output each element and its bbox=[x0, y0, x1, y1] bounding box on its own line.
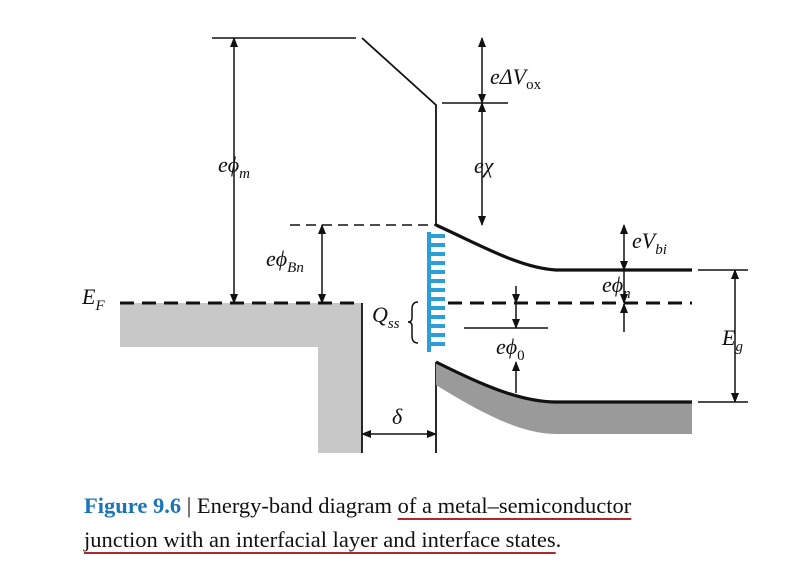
valence-band bbox=[435, 360, 692, 404]
label-ef: EF bbox=[81, 284, 105, 314]
label-delta: δ bbox=[392, 404, 403, 429]
label-eg: Eg bbox=[721, 325, 743, 355]
caption-underlined-1: of a metal–semiconductor bbox=[397, 493, 632, 518]
label-delta-vox: eΔVox bbox=[490, 64, 542, 93]
label-chi: eχ bbox=[474, 153, 495, 178]
figure-number: Figure 9.6 bbox=[84, 493, 182, 518]
label-phi-m: eϕm bbox=[218, 152, 250, 182]
metal-region bbox=[120, 303, 362, 453]
caption-separator: | bbox=[181, 493, 197, 518]
interfacial-layer-top bbox=[361, 37, 437, 225]
caption-underlined-2: junction with an interfacial layer and i… bbox=[84, 527, 556, 552]
conduction-band bbox=[435, 223, 692, 272]
valence-band-fill bbox=[436, 362, 692, 434]
label-phi-n: eϕn bbox=[602, 272, 631, 302]
label-qss: Qss bbox=[372, 302, 400, 332]
caption-text-1: Energy-band diagram bbox=[196, 493, 398, 518]
label-phi-0: eϕ0 bbox=[496, 334, 525, 364]
interface-states bbox=[427, 232, 445, 352]
caption-end: . bbox=[555, 527, 562, 552]
label-vbi: eVbi bbox=[632, 228, 667, 258]
label-phi-bn: eϕBn bbox=[266, 246, 304, 276]
qss-brace bbox=[407, 301, 419, 344]
figure-caption: Figure 9.6 | Energy-band diagram of a me… bbox=[84, 489, 784, 557]
